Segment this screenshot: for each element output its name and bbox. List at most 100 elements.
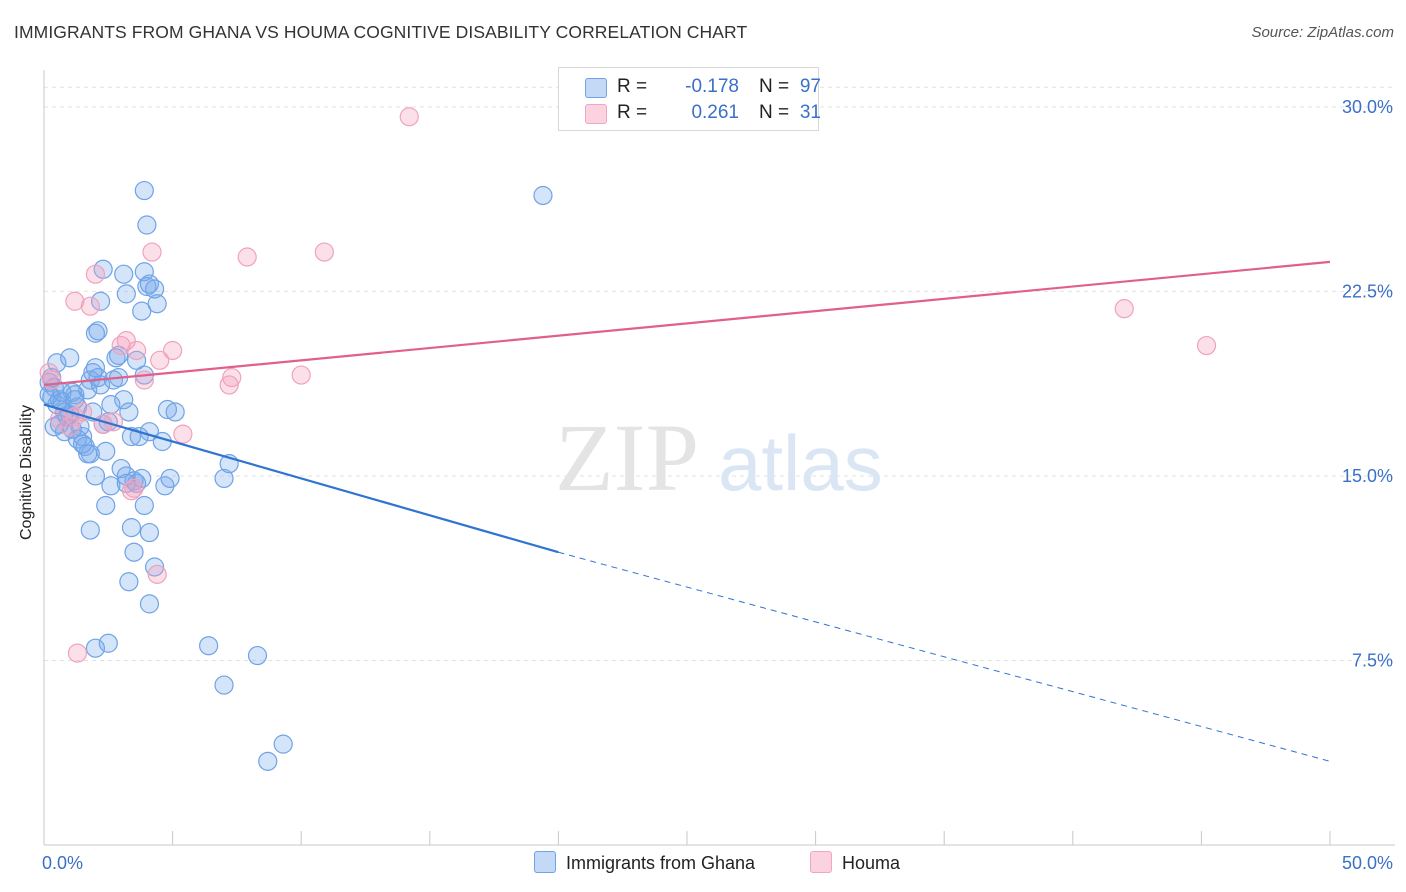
point-ghana xyxy=(121,518,142,538)
point-ghana xyxy=(134,495,154,516)
point-houma xyxy=(237,247,257,267)
point-ghana xyxy=(139,522,160,543)
point-ghana xyxy=(134,180,154,201)
point-ghana xyxy=(85,466,106,486)
point-houma xyxy=(219,375,239,395)
point-houma xyxy=(65,291,85,311)
point-houma xyxy=(121,481,142,501)
point-ghana xyxy=(88,367,108,388)
legend-r-label: R = xyxy=(617,102,648,123)
y-tick-label: 15.0% xyxy=(1342,466,1393,486)
point-ghana xyxy=(114,264,134,284)
point-ghana xyxy=(134,262,154,282)
point-ghana xyxy=(90,291,111,311)
point-houma xyxy=(126,340,147,361)
point-ghana xyxy=(126,350,147,370)
y-tick-label: 7.5% xyxy=(1352,650,1393,670)
data-points xyxy=(39,107,1217,771)
gridlines xyxy=(44,86,1395,661)
point-ghana xyxy=(88,321,108,341)
point-ghana xyxy=(258,751,278,771)
x-tick-label-max: 50.0% xyxy=(1342,853,1393,873)
point-houma xyxy=(399,107,419,127)
point-houma xyxy=(85,264,106,284)
legend-r-label: R = xyxy=(617,76,648,97)
point-ghana xyxy=(96,495,116,516)
point-houma xyxy=(116,331,136,351)
point-houma xyxy=(147,564,167,584)
point-houma xyxy=(124,478,144,498)
axes xyxy=(43,70,1395,846)
point-ghana xyxy=(101,476,121,496)
tick-labels: 7.5% 15.0% 22.5% 30.0% 0.0% 50.0% xyxy=(42,97,1393,873)
legend-n-value: 31 xyxy=(799,102,821,123)
watermark-atlas: atlas xyxy=(718,419,883,507)
x-tick-label-min: 0.0% xyxy=(42,853,83,873)
point-ghana xyxy=(119,572,139,592)
point-ghana xyxy=(165,402,185,422)
point-ghana xyxy=(80,520,100,540)
point-ghana xyxy=(214,675,234,695)
point-ghana xyxy=(85,323,106,343)
point-ghana xyxy=(533,185,553,206)
source-credit: Source: ZipAtlas.com xyxy=(1251,24,1394,41)
point-ghana xyxy=(147,294,167,314)
point-ghana xyxy=(47,353,67,373)
point-ghana xyxy=(139,594,160,614)
point-houma xyxy=(222,367,242,388)
point-ghana xyxy=(273,734,293,754)
watermark-zip: ZIP xyxy=(555,404,699,511)
legend-swatch-ghana xyxy=(585,78,607,98)
trend-line-ghana xyxy=(43,403,559,554)
point-houma xyxy=(1196,335,1217,356)
bottom-legend-label-houma: Houma xyxy=(842,853,901,873)
legend-r-value: 0.261 xyxy=(691,102,739,123)
point-ghana xyxy=(157,399,178,420)
y-tick-label: 30.0% xyxy=(1342,97,1393,117)
point-ghana xyxy=(199,636,219,656)
legend-n-value: 97 xyxy=(799,76,821,97)
point-houma xyxy=(80,296,100,316)
point-ghana xyxy=(78,444,98,464)
point-houma xyxy=(142,242,162,262)
point-houma xyxy=(173,424,193,444)
bottom-legend-label-ghana: Immigrants from Ghana xyxy=(566,853,756,873)
bottom-legend-ghana: Immigrants from Ghana xyxy=(534,851,755,874)
point-ghana xyxy=(132,301,152,321)
bottom-legend-swatch-houma xyxy=(810,851,832,873)
point-ghana xyxy=(98,633,118,653)
bottom-legend-swatch-ghana xyxy=(534,851,556,873)
point-houma xyxy=(291,365,311,385)
point-ghana xyxy=(247,645,268,666)
point-ghana xyxy=(124,542,144,562)
legend-swatch-houma xyxy=(585,104,607,124)
point-ghana xyxy=(101,395,121,415)
point-houma xyxy=(60,417,80,437)
point-ghana xyxy=(106,348,126,368)
legend-n-label: N = xyxy=(759,102,790,123)
bottom-legend-houma: Houma xyxy=(810,851,900,874)
point-ghana xyxy=(137,276,157,297)
trend-line-houma xyxy=(43,260,1331,387)
point-ghana xyxy=(144,557,165,577)
point-ghana xyxy=(119,402,139,422)
point-ghana xyxy=(72,434,93,454)
legend-n-label: N = xyxy=(759,76,790,97)
point-ghana xyxy=(85,638,106,658)
watermark: ZIP atlas xyxy=(555,404,883,511)
legend-r-value: -0.178 xyxy=(685,76,739,97)
y-axis-label: Cognitive Disability xyxy=(18,404,35,540)
point-ghana xyxy=(114,390,134,410)
point-ghana xyxy=(132,468,152,489)
chart-title: IMMIGRANTS FROM GHANA VS HOUMA COGNITIVE… xyxy=(14,22,748,42)
point-ghana xyxy=(214,468,234,489)
point-ghana xyxy=(116,284,136,304)
point-houma xyxy=(150,350,170,370)
correlation-legend: R = -0.178 N = 97 R = 0.261 N = 31 xyxy=(558,67,821,131)
point-ghana xyxy=(60,348,80,368)
point-houma xyxy=(42,370,62,390)
point-ghana xyxy=(160,468,180,489)
point-ghana xyxy=(137,215,157,235)
trend-lines xyxy=(43,260,1331,762)
